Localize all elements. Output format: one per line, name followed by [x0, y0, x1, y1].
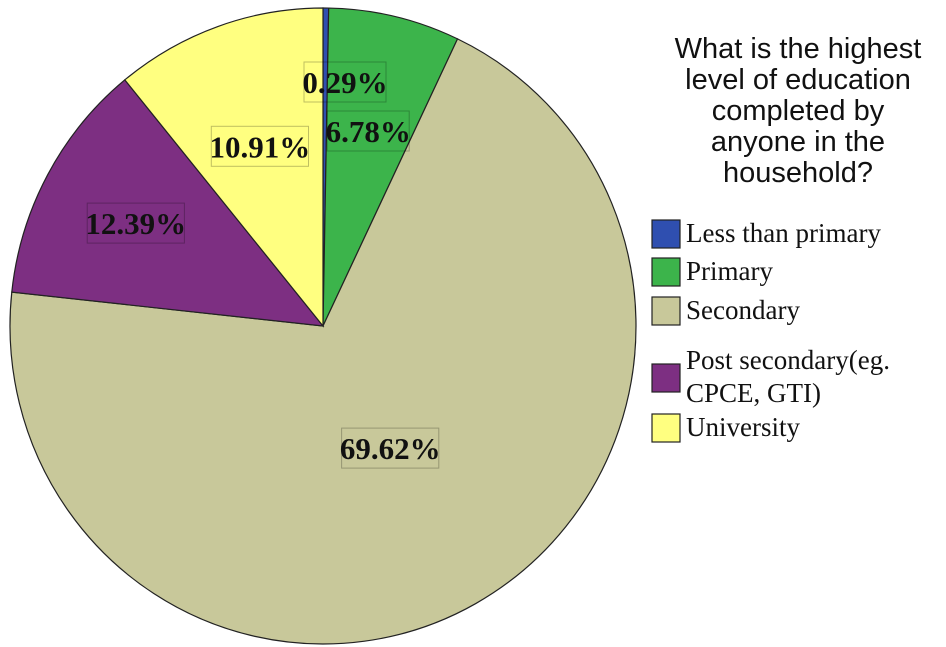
pie-data-labels: 0.29% 6.78% 69.62% 12.39% 10.91% [85, 61, 441, 469]
data-label: 6.78% [326, 114, 411, 149]
legend-swatch [651, 257, 681, 287]
data-label-box [86, 202, 185, 244]
legend-label: Secondary [686, 295, 800, 325]
data-label: 0.29% [302, 65, 387, 100]
legend-label: Less than primary [686, 218, 881, 248]
legend-label: CPCE, GTI) [686, 378, 821, 408]
pie-slice-primary [322, 7, 459, 327]
data-label-box [341, 427, 440, 469]
data-label: 10.91% [210, 129, 311, 164]
pie-slice-secondary [9, 38, 637, 645]
legend-title-line: level of education [685, 64, 911, 96]
legend-label: Post secondary(eg. [686, 345, 890, 375]
legend-title-line: What is the highest [675, 33, 922, 65]
data-label-box [326, 110, 410, 152]
pie-slice-university [124, 7, 324, 328]
legend-swatch [651, 296, 681, 326]
legend-swatch [651, 219, 681, 249]
legend-title-line: anyone in the [711, 126, 885, 158]
data-label: 12.39% [85, 206, 186, 241]
legend-swatch [651, 363, 681, 393]
legend-title-line: completed by [712, 95, 885, 127]
pie-slices [9, 7, 637, 645]
legend-title-line: household? [723, 157, 873, 189]
legend-label: Primary [686, 256, 773, 286]
pie-slice-post-secondary-eg-cpce-gti [11, 78, 325, 327]
legend-items: Less than primary Primary Secondary Post se… [651, 218, 890, 443]
legend-swatch [651, 413, 681, 443]
data-label-box [303, 61, 387, 103]
data-label: 69.62% [340, 431, 441, 466]
legend-label: University [686, 412, 800, 442]
data-label-box [210, 125, 309, 167]
